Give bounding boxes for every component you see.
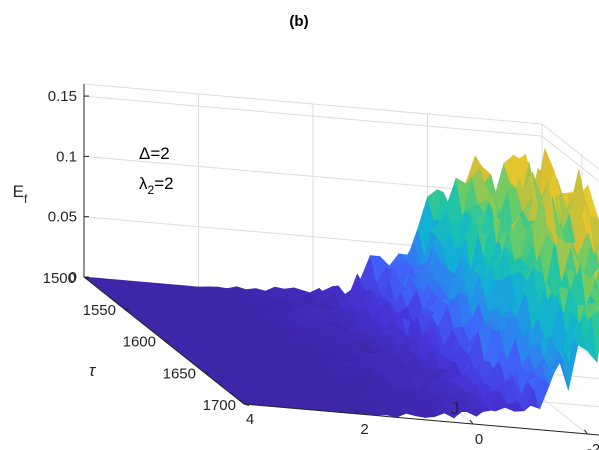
y-axis-label: τ — [89, 361, 97, 380]
tau-tick-label: 1550 — [83, 302, 116, 319]
surface-patch — [595, 263, 599, 294]
j-tick-label: 0 — [475, 431, 483, 448]
tau-tick-label: 1700 — [203, 397, 236, 414]
z-axis-label-main: E — [13, 182, 24, 201]
surface-patch — [532, 172, 549, 209]
axes — [83, 84, 599, 436]
z-axis-label-sub: f — [24, 192, 28, 206]
lambda-annotation: λ2=2 — [139, 174, 174, 197]
z-tick-label: 0.1 — [56, 148, 77, 165]
tau-tick-mark — [203, 371, 210, 375]
j-tick-mark — [240, 399, 245, 405]
chart-title: (b) — [289, 13, 308, 30]
tau-tick-label: 1650 — [163, 365, 196, 382]
j-tick-mark — [355, 409, 359, 415]
j-tick-mark — [469, 419, 474, 425]
tau-tick-label: 1600 — [123, 334, 156, 351]
lambda-symbol: λ — [139, 174, 148, 193]
tau-tick-mark — [123, 308, 130, 311]
z-tick-label: 0.05 — [48, 209, 77, 226]
lambda-value: =2 — [154, 174, 173, 193]
j-tick-mark — [584, 429, 588, 435]
tau-tick-label: 1500 — [43, 270, 76, 287]
z-tick-label: 0.15 — [48, 88, 77, 105]
lambda-subscript: 2 — [148, 183, 155, 197]
tau-tick-mark — [243, 403, 250, 406]
tau-tick-mark — [163, 340, 170, 343]
z-tick-label: 0 — [69, 269, 77, 286]
tau-tick-mark — [83, 276, 90, 279]
x-axis-label: J — [451, 399, 460, 418]
surface — [83, 147, 599, 419]
delta-annotation: Δ=2 — [139, 144, 170, 163]
j-tick-label: -2 — [587, 441, 599, 450]
z-axis-label: Ef — [13, 182, 28, 206]
j-tick-label: 2 — [360, 421, 368, 438]
j-tick-label: 4 — [246, 411, 254, 428]
